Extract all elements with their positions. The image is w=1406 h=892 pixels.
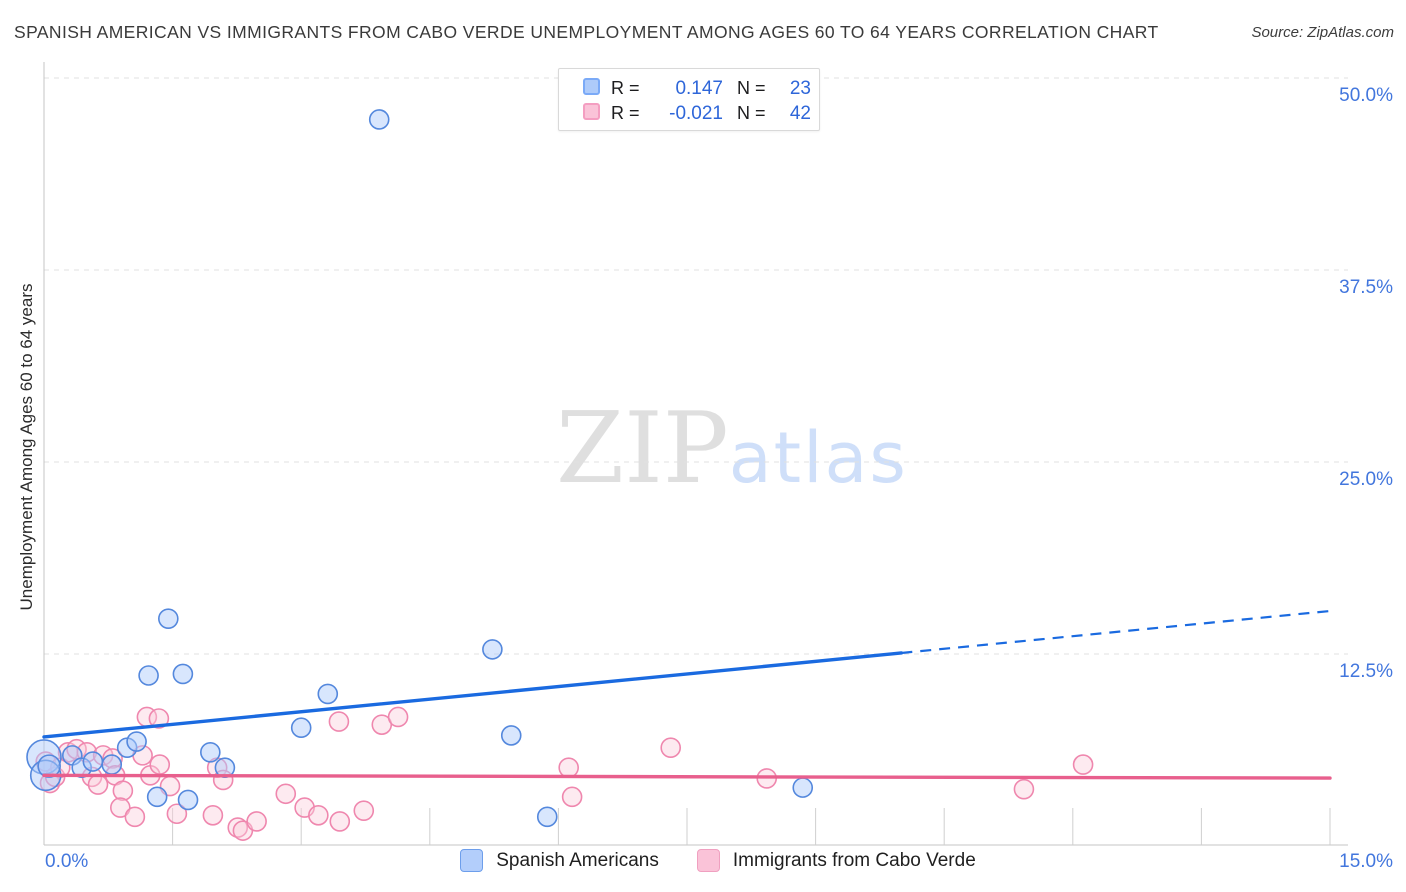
correlation-legend-box: R = 0.147 N = 23 R = -0.021 N = 42 [558, 68, 820, 131]
blue-scatter-point[interactable] [368, 109, 390, 130]
pink-scatter-point[interactable] [124, 806, 146, 828]
y-tick-label: 12.5% [1339, 661, 1393, 682]
pink-series-swatch [583, 102, 600, 120]
pink-trend-line [42, 773, 1332, 780]
pink-scatter-point[interactable] [561, 786, 583, 808]
blue-scatter-point[interactable] [317, 683, 339, 705]
pink-scatter-point[interactable] [166, 803, 188, 825]
pink-scatter-point[interactable] [148, 708, 170, 729]
source-attribution: Source: ZipAtlas.com [1251, 24, 1394, 41]
pink-scatter-point[interactable] [110, 797, 131, 818]
legend-label: Immigrants from Cabo Verde [732, 849, 976, 871]
blue-series-swatch [583, 77, 600, 95]
blue-scatter-point[interactable] [71, 757, 93, 778]
pink-legend-swatch [696, 849, 720, 872]
blue-scatter-point[interactable] [82, 751, 104, 772]
blue-scatter-point[interactable] [101, 754, 123, 775]
n-value-pink: 42 [789, 102, 811, 124]
pink-scatter-point[interactable] [149, 754, 171, 775]
blue-scatter-point[interactable] [158, 608, 179, 629]
legend-label: Spanish Americans [496, 849, 659, 871]
pink-scatter-point[interactable] [329, 811, 351, 832]
x-axis-max-label: 15.0% [1339, 851, 1393, 872]
blue-trend-line [42, 651, 904, 739]
blue-scatter-point[interactable] [37, 754, 61, 778]
pink-scatter-point[interactable] [1013, 778, 1035, 800]
pink-scatter-point[interactable] [202, 804, 224, 826]
r-label: R = [611, 78, 640, 98]
blue-scatter-point[interactable] [138, 665, 159, 686]
n-label: N = [737, 103, 766, 123]
x-axis-min-label: 0.0% [45, 851, 89, 872]
blue-legend-swatch [460, 849, 484, 872]
pink-scatter-point[interactable] [308, 804, 329, 826]
pink-scatter-point[interactable] [1072, 754, 1094, 775]
pink-scatter-point[interactable] [102, 748, 123, 769]
r-value-blue: 0.147 [675, 77, 723, 99]
legend-row-cabo-verde: R = -0.021 N = 42 [583, 101, 819, 126]
legend-row-spanish-americans: R = 0.147 N = 23 [583, 76, 819, 101]
blue-scatter-point[interactable] [172, 663, 194, 685]
blue-scatter-point[interactable] [792, 777, 814, 798]
blue-scatter-point[interactable] [500, 725, 522, 746]
blue-scatter-point[interactable] [146, 786, 168, 808]
legend-item-cabo-verde[interactable]: Immigrants from Cabo Verde [696, 849, 976, 872]
blue-scatter-point[interactable] [482, 639, 503, 660]
blue-scatter-point[interactable] [200, 742, 221, 763]
pink-scatter-point[interactable] [112, 780, 134, 802]
pink-scatter-point[interactable] [275, 783, 297, 805]
page-title: SPANISH AMERICAN VS IMMIGRANTS FROM CABO… [14, 22, 1159, 42]
legend-item-spanish-americans[interactable]: Spanish Americans [460, 849, 659, 872]
pink-scatter-point[interactable] [246, 811, 267, 832]
y-tick-label: 37.5% [1339, 277, 1393, 298]
pink-scatter-point[interactable] [87, 774, 109, 795]
pink-scatter-point[interactable] [353, 800, 375, 821]
blue-scatter-point[interactable] [126, 731, 147, 752]
blue-trend-line-projection [901, 609, 1331, 655]
pink-scatter-point[interactable] [328, 711, 350, 732]
y-tick-label: 50.0% [1339, 85, 1393, 106]
r-value-pink: -0.021 [669, 102, 723, 124]
pink-scatter-point[interactable] [558, 757, 579, 778]
pink-scatter-point[interactable] [660, 737, 682, 758]
series-legend: Spanish Americans Immigrants from Cabo V… [0, 849, 1406, 872]
r-label: R = [611, 103, 640, 123]
blue-scatter-point[interactable] [290, 717, 312, 739]
y-tick-label: 25.0% [1339, 469, 1393, 490]
n-label: N = [737, 78, 766, 98]
blue-scatter-point[interactable] [177, 789, 199, 811]
pink-scatter-point[interactable] [387, 706, 409, 728]
n-value-blue: 23 [789, 77, 811, 99]
blue-scatter-point[interactable] [536, 806, 558, 828]
